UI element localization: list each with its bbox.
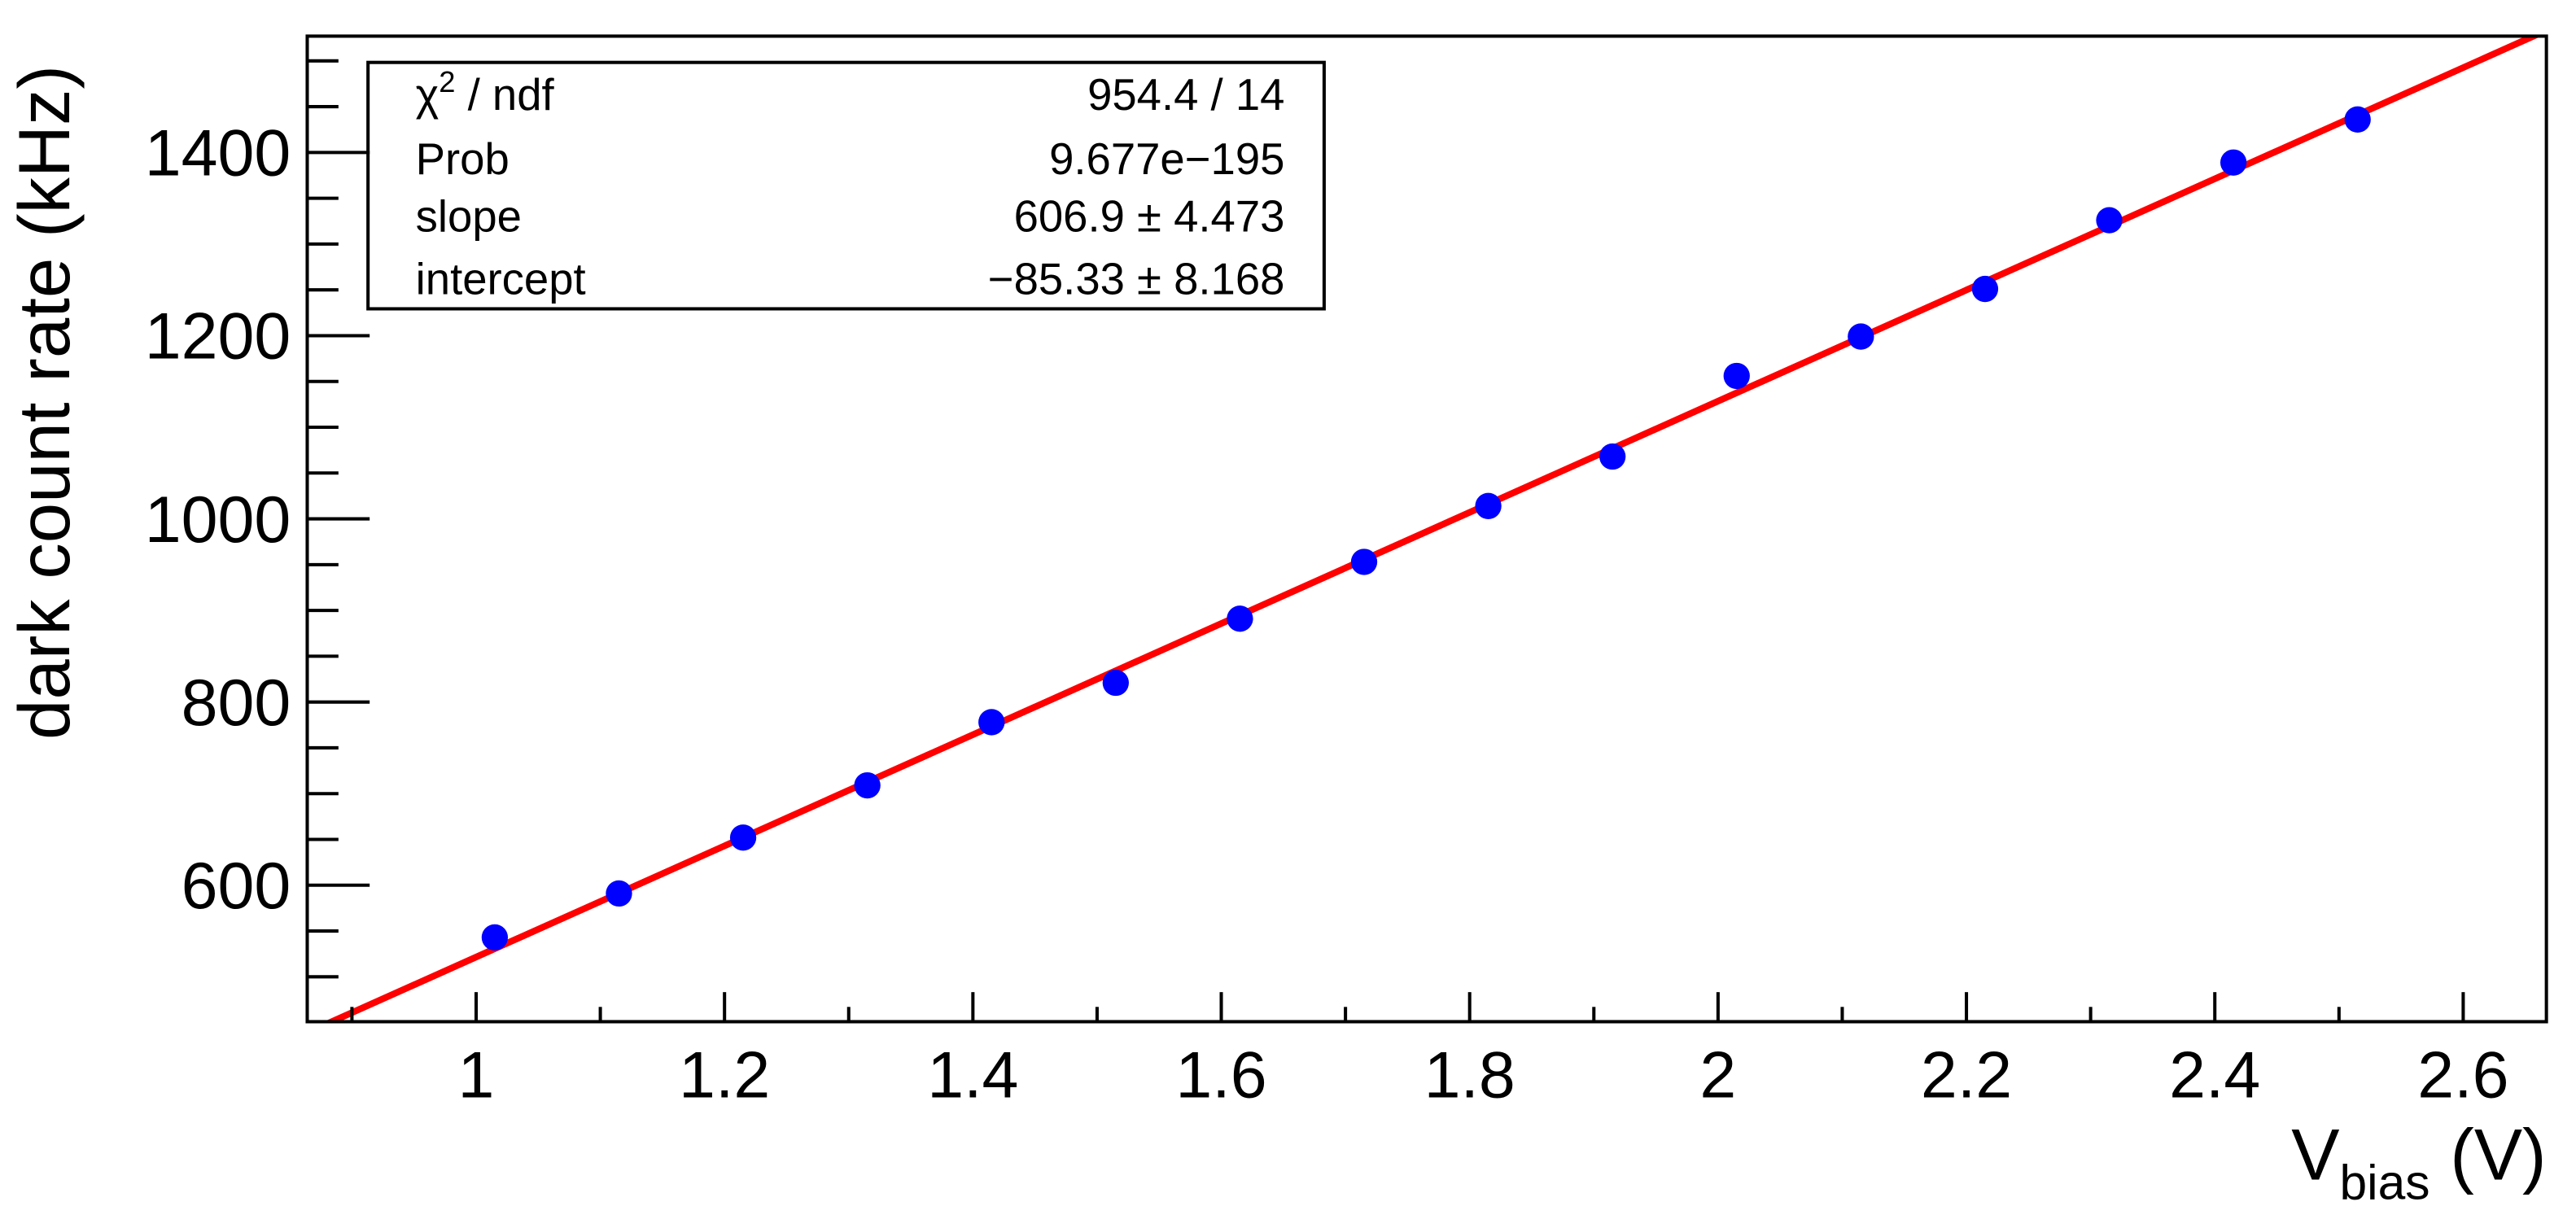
data-point [481,924,509,951]
stat-value: 606.9 ± 4.473 [1014,192,1285,242]
plot-frame [305,34,2548,1024]
chi-sup: 2 [439,65,455,98]
data-point [1475,492,1502,519]
data-point [1350,548,1378,575]
data-point [2344,106,2371,133]
data-point [854,771,881,799]
stat-label: intercept [416,254,586,304]
chi-rest: / ndf [456,70,555,120]
data-point [2220,149,2247,176]
y-tick-label: 1200 [145,300,291,374]
data-point [2096,207,2123,234]
x-title-sub: bias [2340,1154,2430,1209]
x-tick-label: 1.8 [1424,1038,1515,1112]
x-tick-label: 1 [458,1038,495,1112]
stat-label: Prob [416,134,510,184]
x-tick-label: 2.2 [1921,1038,2012,1112]
y-axis-title: dark count rate (kHz) [4,65,85,740]
stats-box: χ2 / ndf 954.4 / 14 Prob 9.677e−195 slop… [366,60,1326,311]
stat-value: 9.677e−195 [1049,134,1284,184]
stat-label: χ2 / ndf [416,65,555,120]
x-tick-label: 2 [1699,1038,1736,1112]
y-tick-label: 800 [182,666,291,740]
x-tick-label: 1.4 [927,1038,1018,1112]
x-title-main: V [2291,1114,2339,1195]
data-point [1971,275,1999,303]
data-point [729,824,757,851]
plot-area [323,36,2542,1022]
x-title-unit: (V) [2430,1114,2547,1195]
data-point [1227,605,1253,632]
stats-frame [366,60,1326,311]
data-point [1102,669,1129,697]
y-tick-label: 1400 [145,117,291,190]
stat-label: slope [416,192,522,242]
x-tick-label: 1.2 [679,1038,770,1112]
x-tick-label: 2.6 [2417,1038,2508,1112]
data-point [1599,443,1626,470]
data-point [606,880,632,907]
data-point [978,709,1005,736]
data-point [1848,323,1874,350]
x-axis-title: Vbias (V) [2291,1114,2546,1209]
x-tick-label: 1.6 [1175,1038,1266,1112]
stat-value: −85.33 ± 8.168 [988,254,1285,304]
x-tick-label: 2.4 [2169,1038,2260,1112]
data-point [1723,362,1750,390]
stat-value: 954.4 / 14 [1087,70,1284,120]
fit-line [323,36,2542,1022]
y-tick-label: 600 [182,850,291,923]
y-tick-label: 1000 [145,483,291,557]
chi: χ [416,70,440,120]
